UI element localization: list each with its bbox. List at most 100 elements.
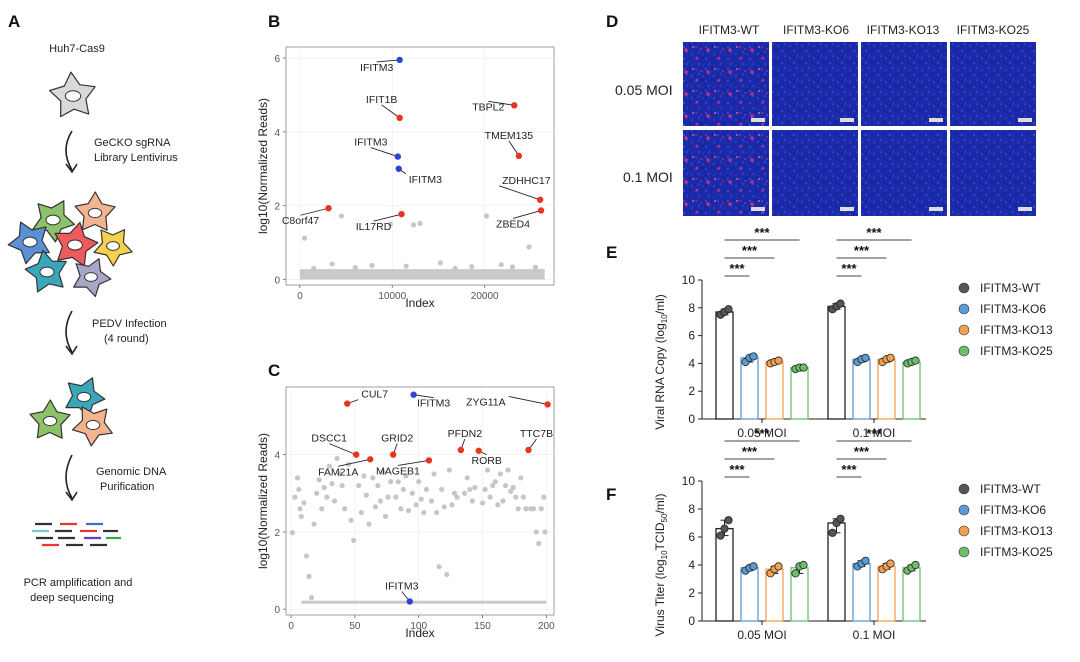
x-tick-label-10000: 10000: [378, 291, 406, 302]
flow-arrow-1: [65, 130, 73, 171]
flow-arrow-head-3: [65, 491, 78, 502]
micrograph-ko13-005: [861, 42, 947, 126]
bar-IFITM3-KO13-0: [765, 361, 784, 420]
data-point-IFITM3-KO25-0-2: [799, 363, 808, 372]
highlighted-point-1: [396, 114, 403, 122]
y-tick-label-0: 0: [274, 275, 280, 286]
background-point-83: [520, 494, 526, 500]
label-leader-2: [488, 100, 515, 106]
background-point-63: [464, 475, 470, 481]
label-leader-3: [329, 443, 357, 456]
legend-marker-IFITM3-KO13: [958, 324, 970, 336]
highlighted-point-5: [457, 446, 465, 454]
background-point-67: [479, 500, 486, 506]
legend-label-IFITM3-WT: IFITM3-WT: [980, 281, 1041, 295]
background-point-72: [492, 479, 498, 485]
data-point-IFITM3-WT-1-2: [836, 299, 845, 308]
baseline-points-band: [301, 600, 547, 604]
step-1-line-1: GeCKO sgRNA: [94, 137, 171, 149]
y-tick-label-4: 4: [688, 356, 695, 370]
background-point-82: [518, 475, 524, 481]
background-point-15: [403, 263, 409, 269]
gene-label-5: TMEM135: [485, 130, 534, 142]
sig-label-1-3: ***: [866, 426, 882, 441]
y-tick-label-4: 4: [274, 128, 280, 139]
micrograph-ko6-01: [772, 130, 858, 216]
highlighted-point-6: [325, 205, 332, 212]
highlighted-point-3: [394, 153, 402, 160]
cell-line-label: Huh7-Cas9: [49, 43, 105, 55]
highlighted-point-6: [525, 446, 532, 454]
cluster-cell-red-nucleus: [67, 239, 83, 251]
highlighted-point-0: [344, 400, 351, 407]
data-point-IFITM3-KO13-1-2: [886, 353, 895, 362]
highlighted-point-3: [352, 451, 360, 458]
background-point-6: [301, 500, 307, 506]
background-point-9: [308, 595, 315, 601]
panel-letter-c: C: [268, 361, 280, 380]
x-tick-label-0: 0: [297, 291, 303, 302]
y-tick-label-2: 2: [688, 586, 695, 600]
background-point-35: [380, 469, 386, 475]
background-point-89: [538, 506, 544, 512]
background-point-6: [526, 244, 532, 250]
background-point-79: [510, 484, 516, 491]
highlighted-point-7: [398, 210, 405, 218]
background-point-22: [342, 506, 348, 512]
background-point-50: [423, 486, 429, 493]
background-point-43: [403, 473, 409, 479]
sig-label-0-1: ***: [729, 462, 745, 477]
label-leader-8: [397, 459, 430, 466]
y-tick-label-10: 10: [682, 474, 696, 488]
surviving-cell-green-nucleus: [42, 415, 58, 427]
legend-label-IFITM3-KO25: IFITM3-KO25: [980, 545, 1053, 559]
background-point-10: [311, 521, 317, 527]
background-point-73: [495, 502, 501, 508]
micrograph-ko13-01: [861, 130, 947, 216]
background-point-14: [321, 484, 327, 491]
micrograph-ko25-005: [950, 42, 1036, 126]
background-point-11: [498, 262, 504, 268]
background-point-78: [508, 488, 514, 494]
highlighted-point-8: [536, 196, 544, 203]
legend-marker-IFITM3-WT: [958, 483, 970, 495]
cluster-cell-green-nucleus: [45, 214, 61, 226]
sig-label-1-2: ***: [854, 243, 870, 258]
step-3-line-2: Purification: [100, 481, 154, 493]
step-2-line-1: PEDV Infection: [92, 318, 167, 330]
background-point-12: [532, 264, 539, 270]
gene-label-9: RORB: [472, 455, 502, 467]
background-point-2: [294, 475, 301, 481]
background-point-52: [431, 471, 437, 477]
data-point-IFITM3-WT-1-0: [828, 528, 837, 537]
background-point-20: [337, 471, 343, 477]
data-point-IFITM3-KO25-0-2: [799, 560, 808, 570]
background-point-69: [485, 467, 491, 473]
y-tick-label-2: 2: [688, 384, 695, 398]
cluster-cell-blue-nucleus: [22, 236, 38, 248]
y-tick-label-0: 0: [274, 605, 280, 616]
y-tick-label-0: 0: [688, 614, 695, 628]
background-point-33: [375, 482, 381, 489]
scatter-plot-b: 0 2 4 6 0 10000 20000 IFITM3 IFIT1B TBPL2 IFITM3 IF…: [274, 47, 554, 302]
background-point-71: [490, 482, 496, 489]
flow-arrow-head-2: [65, 345, 78, 356]
panel-letter-d: D: [606, 12, 618, 31]
bar-IFITM3-KO25-1: [902, 567, 921, 622]
label-leader-9: [512, 210, 542, 219]
y-axis-label-b: log10(Normalized Reads): [256, 98, 270, 234]
data-point-IFITM3-WT-1-2: [836, 514, 845, 523]
transduced-cell-cluster: [7, 191, 133, 298]
background-point-46: [413, 502, 419, 508]
label-leader-1: [413, 394, 434, 399]
gene-label-4: GRID2: [381, 433, 413, 445]
col-header-ko25: IFITM3-KO25: [957, 23, 1030, 37]
background-point-36: [382, 513, 389, 520]
highlighted-point-10: [406, 598, 413, 605]
background-point-55: [439, 486, 445, 493]
background-point-16: [326, 463, 332, 469]
label-leader-1: [381, 104, 400, 119]
bar-IFITM3-KO13-1: [877, 565, 896, 622]
